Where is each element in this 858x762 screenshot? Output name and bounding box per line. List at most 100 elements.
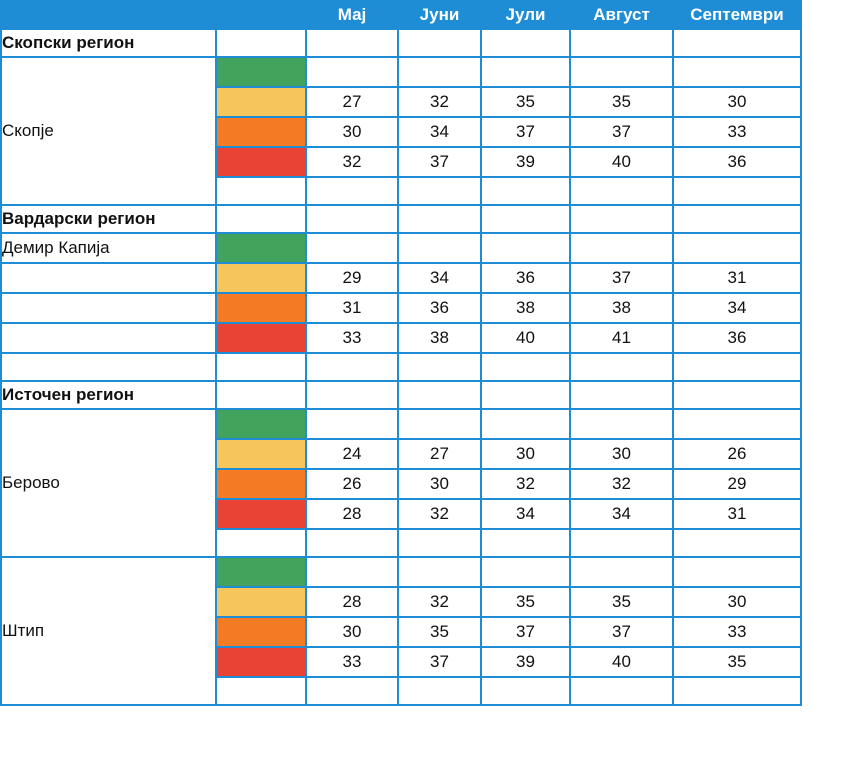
header-month-august: Август — [569, 0, 674, 30]
region-name: Вардарски регион — [0, 204, 217, 234]
swatch-orange-fill — [217, 294, 305, 322]
level-row: Демир Капија — [0, 232, 802, 264]
swatch-red — [215, 322, 307, 354]
empty-cell — [305, 676, 399, 706]
swatch-red-fill — [217, 324, 305, 352]
region-row: Вардарски регион — [0, 204, 802, 234]
swatch-yellow-fill — [217, 88, 305, 116]
value-september: 30 — [672, 586, 802, 618]
location-name: Демир Капија — [0, 232, 217, 264]
region-name: Источен регион — [0, 380, 217, 410]
value-june: 32 — [397, 586, 482, 618]
swatch-red — [215, 146, 307, 178]
header-swatch-column — [215, 0, 307, 30]
spacer-row — [1, 528, 802, 558]
empty-cell — [215, 380, 307, 410]
value-september — [672, 232, 802, 264]
header-corner — [0, 0, 217, 30]
empty-cell — [397, 528, 482, 558]
value-june: 38 — [397, 322, 482, 354]
empty-cell — [480, 380, 571, 410]
empty-cell — [215, 676, 307, 706]
level-row: 26 30 32 32 29 — [1, 468, 802, 500]
value-july: 35 — [480, 86, 571, 118]
value-september: 33 — [672, 616, 802, 648]
value-june: 34 — [397, 116, 482, 148]
empty-cell — [672, 352, 802, 382]
empty-cell — [569, 176, 674, 206]
value-august: 30 — [569, 438, 674, 470]
value-june: 34 — [397, 262, 482, 294]
empty-cell — [0, 352, 217, 382]
swatch-orange — [215, 468, 307, 500]
value-july: 39 — [480, 646, 571, 678]
value-july: 37 — [480, 616, 571, 648]
empty-label-cell — [0, 262, 217, 294]
swatch-orange-fill — [217, 618, 305, 646]
region-name: Скопски регион — [0, 28, 217, 58]
value-september: 29 — [672, 468, 802, 500]
empty-cell — [480, 204, 571, 234]
swatch-green — [215, 232, 307, 264]
empty-cell — [305, 176, 399, 206]
value-september: 31 — [672, 498, 802, 530]
value-june: 35 — [397, 616, 482, 648]
swatch-red-fill — [217, 148, 305, 176]
level-row: Берово — [0, 408, 802, 558]
level-row: 28 32 35 35 30 — [1, 586, 802, 618]
swatch-yellow-fill — [217, 264, 305, 292]
swatch-yellow — [215, 86, 307, 118]
swatch-green-fill — [217, 234, 305, 262]
level-row: 30 35 37 37 33 — [1, 616, 802, 648]
empty-cell — [569, 380, 674, 410]
empty-cell — [305, 28, 399, 58]
table-body: Скопски регион Скопје 27 32 35 35 30 30 34 37 37 33… — [0, 28, 802, 706]
empty-cell — [672, 176, 802, 206]
value-july — [480, 408, 571, 440]
header-month-september: Септември — [672, 0, 802, 30]
value-june: 37 — [397, 646, 482, 678]
value-august: 37 — [569, 262, 674, 294]
value-september: 34 — [672, 292, 802, 324]
empty-cell — [305, 352, 399, 382]
empty-cell — [672, 676, 802, 706]
value-september: 36 — [672, 146, 802, 178]
empty-cell — [305, 204, 399, 234]
swatch-green — [215, 56, 307, 88]
value-june — [397, 56, 482, 88]
empty-cell — [215, 528, 307, 558]
swatch-red — [215, 646, 307, 678]
value-august: 34 — [569, 498, 674, 530]
level-row: 24 27 30 30 26 — [1, 438, 802, 470]
value-may: 30 — [305, 116, 399, 148]
empty-label-cell — [0, 292, 217, 324]
swatch-green-fill — [217, 410, 305, 438]
swatch-green — [215, 556, 307, 588]
swatch-yellow — [215, 586, 307, 618]
empty-label-cell — [0, 322, 217, 354]
swatch-green-fill — [217, 58, 305, 86]
value-july: 38 — [480, 292, 571, 324]
value-may — [305, 556, 399, 588]
value-september: 30 — [672, 86, 802, 118]
level-row: 32 37 39 40 36 — [1, 146, 802, 178]
value-july: 37 — [480, 116, 571, 148]
value-september: 35 — [672, 646, 802, 678]
location-name: Штип — [0, 556, 217, 706]
empty-cell — [672, 204, 802, 234]
empty-cell — [672, 528, 802, 558]
value-august — [569, 56, 674, 88]
value-may: 24 — [305, 438, 399, 470]
value-july: 36 — [480, 262, 571, 294]
header-row: Мај Јуни Јули Август Септември — [0, 0, 802, 30]
value-august: 37 — [569, 616, 674, 648]
level-row: 30 34 37 37 33 — [1, 116, 802, 148]
value-june — [397, 408, 482, 440]
swatch-yellow-fill — [217, 588, 305, 616]
value-july: 30 — [480, 438, 571, 470]
value-july — [480, 232, 571, 264]
value-may: 27 — [305, 86, 399, 118]
region-row: Скопски регион — [0, 28, 802, 58]
value-may: 26 — [305, 468, 399, 500]
swatch-red-fill — [217, 500, 305, 528]
